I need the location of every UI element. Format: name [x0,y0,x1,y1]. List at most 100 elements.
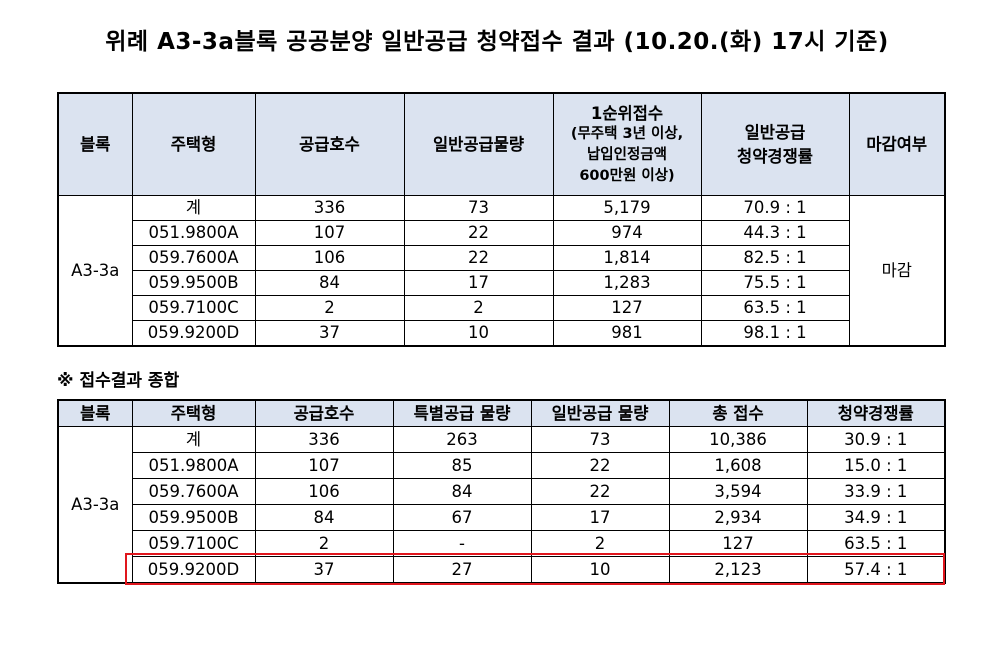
general-cell: 10 [403,320,554,347]
page-title: 위례 A3-3a블록 공공분양 일반공급 청약접수 결과 (10.20.(화) … [105,29,889,55]
supply-cell: 106 [254,478,394,505]
general-cell: 73 [403,195,554,221]
table-row: 059.7100C 2 - 2 127 63.5 : 1 [58,530,946,557]
type-cell: 051.9800A [131,220,256,246]
type-cell: 059.9500B [131,270,256,296]
table-header-row: 블록 주택형 공급호수 일반공급물량 1순위접수 (무주택 3년 이상, 납입인… [57,92,946,196]
supply-cell: 336 [254,426,394,453]
header-total: 총 접수 [668,399,808,427]
total-cell: 1,608 [668,452,808,479]
supply-cell: 84 [254,270,405,296]
general-cell: 2 [530,530,670,557]
special-cell: 85 [392,452,532,479]
table-row: 051.9800A 107 22 974 44.3 : 1 [58,220,945,246]
supply-cell: 107 [254,452,394,479]
header-block: 블록 [57,92,133,196]
supply-cell: 84 [254,504,394,531]
header-type: 주택형 [131,92,256,196]
special-cell: 263 [392,426,532,453]
ratio-cell: 75.5 : 1 [700,270,850,296]
table-header-row: 블록 주택형 공급호수 특별공급 물량 일반공급 물량 총 접수 청약경쟁률 [57,399,946,427]
table-row: A3-3a 계 336 263 73 10,386 30.9 : 1 [57,426,946,584]
header-supply: 공급호수 [254,399,394,427]
ratio-cell: 34.9 : 1 [806,504,946,531]
general-cell: 22 [403,220,554,246]
special-cell: 67 [392,504,532,531]
ratio-cell: 98.1 : 1 [700,320,850,347]
header-competition-line2: 청약경쟁률 [737,146,813,166]
special-cell: 84 [392,478,532,505]
supply-cell: 2 [254,530,394,557]
type-cell: 059.7600A [131,478,256,505]
applicants-cell: 1,814 [552,245,702,271]
header-closed: 마감여부 [848,92,946,196]
ratio-cell: 82.5 : 1 [700,245,850,271]
supply-cell: 106 [254,245,405,271]
header-first-rank-title: 1순위접수 [590,103,664,123]
applicants-cell: 5,179 [552,195,702,221]
section-title: ※ 접수결과 종합 [57,371,180,391]
general-cell: 73 [530,426,670,453]
header-supply: 공급호수 [254,92,405,196]
table-row: 059.7600A 106 22 1,814 82.5 : 1 [58,245,945,271]
applicants-cell: 974 [552,220,702,246]
type-cell: 059.9200D [131,320,256,347]
header-ratio: 청약경쟁률 [806,399,946,427]
application-result-table: 블록 주택형 공급호수 일반공급물량 1순위접수 (무주택 3년 이상, 납입인… [57,92,946,347]
type-cell: 계 [131,426,256,453]
closed-cell: 마감 [848,195,946,347]
type-cell: 059.7600A [131,245,256,271]
applicants-cell: 981 [552,320,702,347]
total-cell: 3,594 [668,478,808,505]
table-row-highlighted: 059.9200D 37 27 10 2,123 57.4 : 1 [58,556,946,584]
header-type: 주택형 [131,399,256,427]
general-cell: 17 [530,504,670,531]
table-row: 059.7600A 106 84 22 3,594 33.9 : 1 [58,478,946,505]
applicants-cell: 127 [552,295,702,321]
ratio-cell: 57.4 : 1 [806,556,946,584]
general-cell: 2 [403,295,554,321]
block-cell: A3-3a [57,195,133,347]
general-cell: 22 [403,245,554,271]
table-row: 059.7100C 2 2 127 63.5 : 1 [58,295,945,321]
header-competition: 일반공급 청약경쟁률 [700,92,850,196]
general-cell: 17 [403,270,554,296]
total-cell: 10,386 [668,426,808,453]
header-general-qty: 일반공급물량 [403,92,554,196]
special-cell: - [392,530,532,557]
header-first-rank-note1: (무주택 3년 이상, [570,125,684,142]
block-cell: A3-3a [57,426,133,584]
table-row: 059.9500B 84 67 17 2,934 34.9 : 1 [58,504,946,531]
table-row: A3-3a 계 336 73 5,179 70.9 : 1 마감 [57,195,946,347]
type-cell: 051.9800A [131,452,256,479]
header-first-rank: 1순위접수 (무주택 3년 이상, 납입인정금액 600만원 이상) [552,92,702,196]
supply-cell: 2 [254,295,405,321]
table-row: 059.9200D 37 10 981 98.1 : 1 [58,320,945,347]
header-general-qty: 일반공급 물량 [530,399,670,427]
general-cell: 10 [530,556,670,584]
supply-cell: 37 [254,556,394,584]
header-first-rank-note3: 600만원 이상) [579,167,675,184]
general-cell: 22 [530,452,670,479]
header-block: 블록 [57,399,133,427]
type-cell: 059.7100C [131,295,256,321]
supply-cell: 37 [254,320,405,347]
total-cell: 2,934 [668,504,808,531]
ratio-cell: 30.9 : 1 [806,426,946,453]
special-cell: 27 [392,556,532,584]
type-cell: 059.9500B [131,504,256,531]
header-competition-line1: 일반공급 [744,122,806,142]
table-row: 051.9800A 107 85 22 1,608 15.0 : 1 [58,452,946,479]
highlight-box [125,553,945,585]
ratio-cell: 70.9 : 1 [700,195,850,221]
supply-cell: 107 [254,220,405,246]
general-cell: 22 [530,478,670,505]
supply-cell: 336 [254,195,405,221]
ratio-cell: 15.0 : 1 [806,452,946,479]
ratio-cell: 44.3 : 1 [700,220,850,246]
summary-table: 블록 주택형 공급호수 특별공급 물량 일반공급 물량 총 접수 청약경쟁률 A… [57,399,946,584]
total-cell: 127 [668,530,808,557]
applicants-cell: 1,283 [552,270,702,296]
ratio-cell: 63.5 : 1 [700,295,850,321]
header-special-qty: 특별공급 물량 [392,399,532,427]
